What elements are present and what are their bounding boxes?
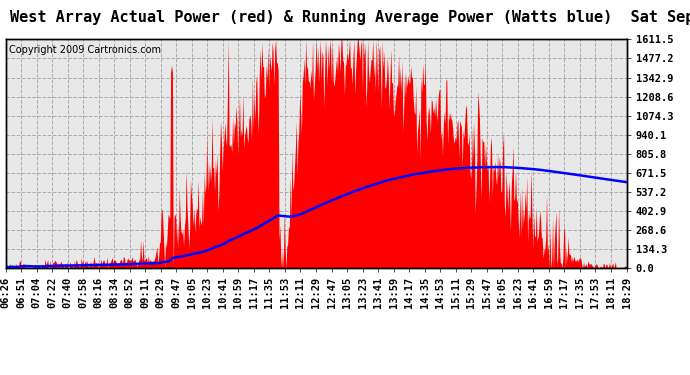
Text: West Array Actual Power (red) & Running Average Power (Watts blue)  Sat Sep 12 1: West Array Actual Power (red) & Running … xyxy=(10,9,690,26)
Text: Copyright 2009 Cartronics.com: Copyright 2009 Cartronics.com xyxy=(8,45,161,55)
